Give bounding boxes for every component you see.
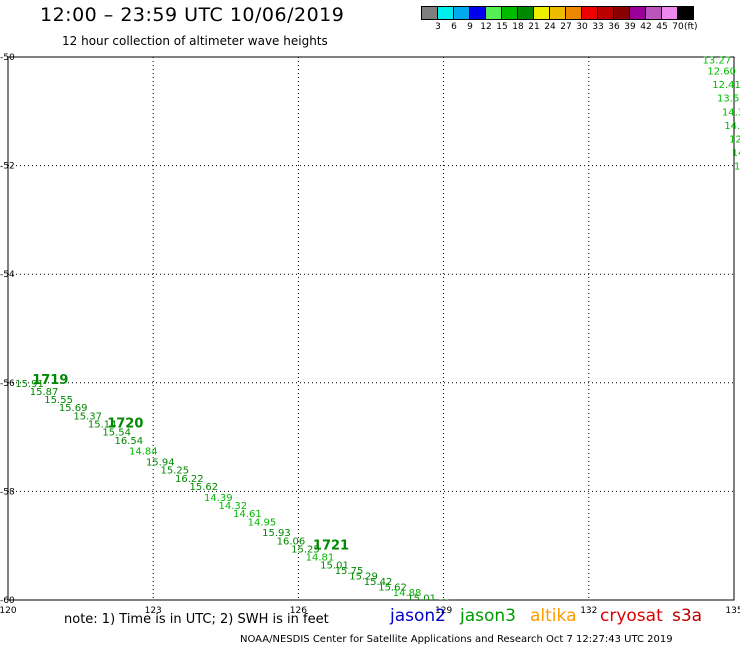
wave-height-label: 15.75 (335, 566, 364, 577)
wave-height-label: 14.32 (219, 501, 248, 512)
wave-height-label: 12.41 (712, 80, 740, 91)
wave-height-label: 13.53 (739, 175, 740, 186)
colorbar-tick-label: 24 (544, 22, 556, 32)
chart-subtitle: 12 hour collection of altimeter wave hei… (62, 34, 328, 48)
y-tick-label: -54 (0, 270, 15, 280)
colorbar-tick-label: 12 (480, 22, 492, 32)
y-tick-label: -56 (0, 379, 15, 389)
colorbar-labels: 3 6 9 12 15 18 21 24 27 30 33 36 39 42 45 70 (ft) (422, 22, 740, 34)
wave-height-label: 15.25 (291, 544, 320, 555)
wave-height-label: 13.27 (703, 56, 732, 67)
colorbar-tick-label: 15 (496, 22, 508, 32)
wave-height-label: 14.84 (129, 447, 158, 458)
colorbar-tick-label: 30 (576, 22, 588, 32)
x-tick-label: 123 (145, 606, 162, 616)
colorbar-swatch (677, 6, 694, 20)
x-tick-label: 129 (435, 606, 452, 616)
colorbar-tick-label: 18 (512, 22, 524, 32)
wave-height-label: 15.25 (160, 466, 189, 477)
colorbar-tick-label: 42 (640, 22, 652, 32)
y-tick-label: -60 (0, 596, 15, 606)
y-tick-label: -50 (0, 53, 15, 63)
plot-frame (7, 56, 735, 601)
wave-height-label: 14.95 (248, 517, 277, 528)
time-marker-label: 1720 (107, 417, 143, 432)
wave-height-label: 15.54 (102, 428, 131, 439)
x-tick-label: 135 (725, 606, 740, 616)
colorbar-tick-label: 21 (528, 22, 540, 32)
wave-height-label: 12.60 (707, 67, 736, 78)
y-tick-label: -52 (0, 162, 15, 172)
colorbar-tick-label: 45 (656, 22, 668, 32)
wave-height-label: 14.61 (233, 509, 262, 520)
x-tick-label: 126 (290, 606, 307, 616)
colorbar-tick-label: 6 (451, 22, 457, 32)
wave-height-label: 15.62 (190, 482, 219, 493)
wave-height-label: 15.42 (364, 577, 393, 588)
wave-height-label: 12.63 (729, 134, 740, 145)
x-tick-label: 132 (580, 606, 597, 616)
wave-height-label: 15.93 (262, 528, 291, 539)
wave-height-label: 14.38 (722, 107, 740, 118)
legend-jason2: jason2 (390, 606, 446, 626)
footnote: note: 1) Time is in UTC; 2) SWH is in fe… (64, 612, 329, 627)
wave-height-label: 15.37 (73, 411, 102, 422)
colorbar-tick-label: 39 (624, 22, 636, 32)
wave-height-label: 14.88 (393, 588, 422, 599)
wave-height-label: 15.29 (349, 572, 378, 583)
wave-height-label: 14.53 (732, 148, 740, 159)
credit-line: NOAA/NESDIS Center for Satellite Applica… (240, 634, 673, 645)
colorbar (421, 6, 694, 20)
time-marker-label: 1719 (32, 373, 68, 388)
wave-height-label: 15.91 (15, 379, 44, 390)
wave-height-label: 13.13 (734, 162, 740, 173)
colorbar-tick-label: 9 (467, 22, 473, 32)
wave-height-label: 14.81 (306, 553, 335, 564)
wave-height-label: 14.22 (422, 599, 451, 610)
time-marker-label: 1721 (313, 539, 349, 554)
colorbar-tick-label: 36 (608, 22, 620, 32)
x-tick-label: 120 (0, 606, 17, 616)
colorbar-tick-label: 3 (435, 22, 441, 32)
wave-height-label: 15.01 (320, 561, 349, 572)
wave-height-label: 15.62 (378, 582, 407, 593)
wave-height-label: 14.39 (204, 493, 233, 504)
colorbar-unit: (ft) (684, 22, 698, 32)
wave-height-label: 13.56 (717, 94, 740, 105)
y-tick-label: -58 (0, 487, 15, 497)
wave-height-label: 15.01 (407, 593, 436, 604)
wave-height-label: 16.22 (175, 474, 204, 485)
chart-title: 12:00 – 23:59 UTC 10/06/2019 (40, 4, 345, 26)
legend-altika: altika (530, 606, 577, 626)
wave-height-label: 15.69 (59, 403, 88, 414)
legend-jason3: jason3 (460, 606, 516, 626)
colorbar-tick-label: 27 (560, 22, 572, 32)
colorbar-tick-label: 70 (672, 22, 684, 32)
wave-height-label: 16.54 (114, 436, 143, 447)
legend-cryosat: cryosat (600, 606, 663, 626)
colorbar-tick-label: 33 (592, 22, 604, 32)
legend-s3a: s3a (672, 606, 703, 626)
wave-height-label: 16.06 (277, 536, 306, 547)
wave-height-label: 15.14 (88, 420, 117, 431)
wave-height-label: 14.63 (724, 121, 740, 132)
wave-height-label: 15.55 (44, 395, 73, 406)
wave-height-label: 15.87 (30, 387, 59, 398)
wave-height-label: 15.94 (146, 458, 175, 469)
